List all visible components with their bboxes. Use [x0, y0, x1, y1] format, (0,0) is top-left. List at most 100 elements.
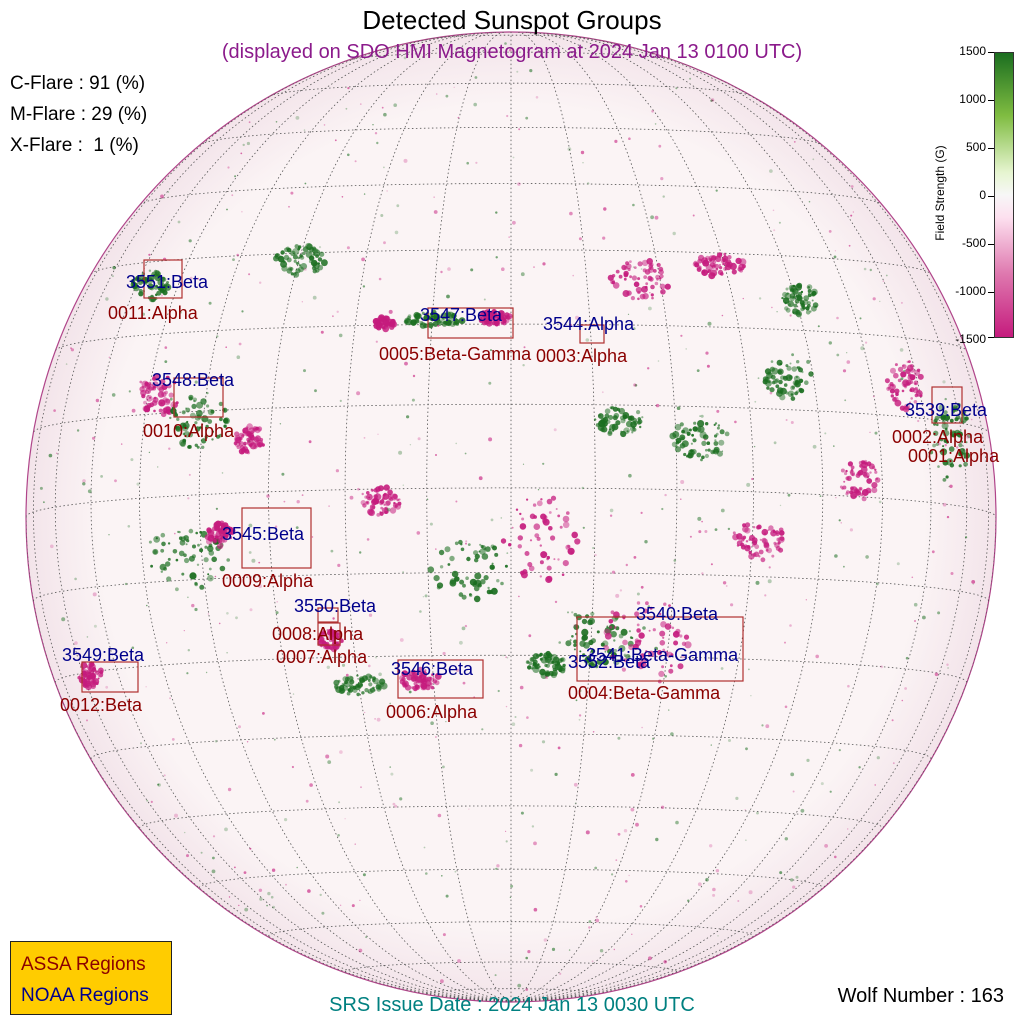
magnetic-field-patch: [525, 660, 530, 664]
magnetic-field-patch: [890, 367, 896, 374]
magnetic-field-patch: [247, 433, 253, 438]
magnetic-field-patch: [174, 532, 176, 535]
magnetic-field-patch: [465, 576, 469, 580]
magnetic-field-patch: [640, 653, 645, 658]
magnetic-field-patch: [266, 904, 268, 907]
magnetic-field-patch: [337, 679, 341, 683]
magnetic-field-patch: [174, 813, 178, 818]
magnetic-field-patch: [145, 686, 147, 688]
magnetic-field-patch: [879, 300, 881, 303]
magnetic-field-patch: [425, 872, 428, 875]
magnetic-field-patch: [958, 443, 963, 448]
magnetic-field-patch: [141, 394, 146, 399]
magnetic-field-patch: [143, 400, 147, 405]
magnetic-field-patch: [240, 152, 243, 155]
magnetic-field-patch: [648, 276, 654, 282]
magnetic-field-patch: [454, 320, 459, 325]
magnetic-field-patch: [447, 267, 451, 271]
magnetic-field-patch: [478, 318, 484, 323]
magnetic-field-patch: [258, 561, 261, 564]
magnetic-field-patch: [789, 362, 792, 365]
magnetic-field-patch: [97, 671, 104, 678]
magnetic-field-patch: [557, 514, 561, 518]
magnetic-field-patch: [906, 360, 909, 363]
magnetic-field-patch: [901, 380, 909, 388]
magnetic-field-patch: [171, 738, 175, 741]
magnetic-field-patch: [506, 114, 509, 118]
magnetic-field-patch: [659, 612, 662, 616]
magnetic-field-patch: [182, 283, 185, 287]
magnetic-field-patch: [539, 652, 543, 657]
magnetic-field-patch: [767, 380, 771, 384]
magnetic-field-patch: [769, 391, 773, 395]
magnetic-field-patch: [686, 454, 689, 458]
magnetic-field-patch: [554, 600, 558, 604]
magnetic-field-patch: [188, 473, 191, 476]
magnetic-field-patch: [175, 434, 178, 438]
magnetic-field-patch: [899, 348, 904, 352]
magnetic-field-patch: [628, 874, 630, 877]
magnetic-field-patch: [367, 691, 370, 694]
magnetic-field-patch: [276, 601, 279, 603]
magnetic-field-patch: [401, 670, 409, 678]
longitude-line: [510, 32, 678, 1002]
magnetic-field-patch: [885, 274, 888, 277]
magnetic-field-patch: [644, 540, 648, 544]
magnetic-field-patch: [483, 298, 486, 301]
magnetic-field-patch: [200, 851, 203, 854]
magnetic-field-patch: [147, 283, 154, 290]
magnetic-field-patch: [500, 317, 507, 324]
magnetic-field-patch: [897, 378, 902, 383]
magnetic-field-patch: [680, 480, 685, 484]
magnetic-field-patch: [565, 544, 571, 550]
magnetic-field-patch: [272, 905, 276, 909]
magnetic-field-patch: [600, 427, 605, 433]
magnetic-field-patch: [790, 396, 796, 401]
magnetic-field-patch: [618, 645, 626, 652]
magnetic-field-patch: [307, 889, 311, 893]
magnetic-field-patch: [807, 301, 811, 305]
longitude-line: [139, 33, 512, 1002]
magnetic-field-patch: [236, 445, 241, 450]
magnetic-field-patch: [567, 611, 569, 614]
magnetic-field-patch: [792, 308, 799, 315]
magnetic-field-patch: [664, 675, 667, 678]
magnetic-field-patch: [811, 305, 817, 312]
magnetic-field-patch: [591, 807, 593, 809]
magnetic-field-patch: [362, 873, 366, 877]
magnetic-field-patch: [534, 533, 540, 538]
magnetic-field-patch: [662, 195, 665, 198]
magnetic-field-patch: [504, 564, 508, 568]
magnetic-field-patch: [421, 311, 425, 315]
magnetic-field-patch: [108, 534, 110, 536]
noaa-region-label: 3546:Beta: [391, 659, 474, 679]
magnetic-field-patch: [440, 312, 448, 320]
magnetic-field-patch: [328, 631, 332, 635]
magnetic-field-patch: [621, 264, 627, 271]
magnetic-field-patch: [763, 532, 767, 536]
magnetic-field-patch: [357, 487, 360, 491]
magnetic-field-patch: [285, 883, 287, 886]
magnetic-field-patch: [788, 303, 791, 307]
magnetic-field-patch: [582, 162, 584, 164]
magnetic-field-patch: [785, 391, 789, 395]
magnetic-field-patch: [95, 398, 100, 403]
magnetic-field-patch: [829, 790, 832, 793]
magnetic-field-patch: [431, 348, 435, 352]
magnetic-field-patch: [242, 430, 246, 434]
magnetic-field-patch: [631, 933, 633, 935]
magnetic-field-patch: [660, 621, 667, 628]
magnetic-field-patch: [166, 281, 169, 284]
magnetic-field-patch: [675, 87, 678, 90]
magnetic-field-patch: [779, 394, 786, 401]
magnetic-field-patch: [656, 262, 661, 268]
magnetic-field-patch: [485, 546, 491, 552]
magnetic-field-patch: [525, 116, 529, 120]
magnetic-field-patch: [496, 579, 500, 583]
magnetic-field-patch: [207, 573, 210, 576]
magnetic-field-patch: [196, 563, 200, 566]
magnetic-field-patch: [764, 594, 767, 597]
assa-region-label: 0007:Alpha: [276, 647, 368, 667]
magnetic-field-patch: [949, 484, 953, 488]
magnetic-field-patch: [375, 340, 378, 343]
